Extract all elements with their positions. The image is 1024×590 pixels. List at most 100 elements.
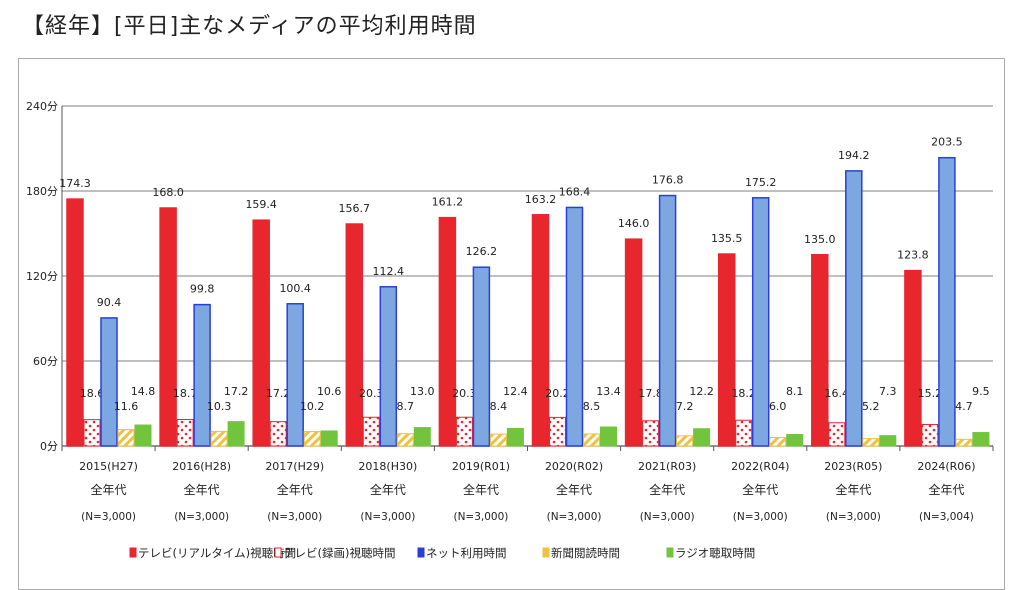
- data-label: 135.5: [711, 232, 743, 245]
- bar: [828, 422, 846, 447]
- bar: [438, 216, 457, 447]
- bar: [362, 416, 380, 447]
- bar: [455, 416, 473, 447]
- data-label: 16.4: [825, 387, 850, 400]
- data-label: 18.7: [173, 387, 198, 400]
- data-label: 168.4: [559, 185, 591, 198]
- y-tick-label: 180分: [26, 185, 58, 198]
- bar: [66, 198, 84, 447]
- bar: [786, 434, 804, 447]
- bar: [117, 429, 135, 447]
- bar: [159, 207, 177, 447]
- bar: [811, 254, 829, 447]
- x-tick-n-label: (N=3,000): [81, 511, 136, 523]
- bar: [549, 416, 566, 447]
- data-label: 90.4: [97, 296, 122, 309]
- x-tick-label: 2022(R04): [731, 460, 789, 473]
- x-tick-sublabel: 全年代: [91, 482, 127, 497]
- data-label: 174.3: [59, 177, 91, 190]
- data-label: 8.4: [490, 400, 508, 413]
- data-label: 17.2: [266, 387, 291, 400]
- x-tick-n-label: (N=3,000): [826, 511, 881, 523]
- x-tick-sublabel: 全年代: [742, 482, 778, 497]
- y-tick-label: 120分: [26, 270, 58, 283]
- page-title: 【経年】[平日]主なメディアの平均利用時間: [22, 14, 477, 39]
- y-tick-label: 60分: [33, 355, 58, 368]
- bar: [676, 435, 694, 447]
- x-tick-sublabel: 全年代: [649, 482, 685, 497]
- bar: [303, 431, 321, 447]
- legend-swatch: [417, 547, 425, 558]
- bar: [735, 419, 753, 447]
- data-label: 176.8: [652, 174, 684, 187]
- x-tick-n-label: (N=3,000): [640, 511, 695, 523]
- data-label: 20.2: [545, 387, 570, 400]
- legend-label: ネット利用時間: [426, 546, 507, 560]
- data-label: 18.2: [731, 387, 756, 400]
- x-tick-sublabel: 全年代: [370, 482, 406, 497]
- data-label: 8.1: [786, 385, 804, 398]
- bar: [904, 269, 922, 447]
- bar: [938, 156, 956, 447]
- legend-label: 新聞閲読時間: [551, 546, 620, 560]
- data-label: 203.5: [931, 136, 963, 149]
- data-label: 123.8: [897, 249, 929, 262]
- x-tick-sublabel: 全年代: [835, 482, 871, 497]
- data-label: 9.5: [972, 385, 990, 398]
- data-label: 13.4: [596, 385, 621, 398]
- data-label: 7.3: [879, 385, 897, 398]
- data-label: 156.7: [339, 202, 371, 215]
- data-label: 7.2: [676, 400, 694, 413]
- bar: [176, 419, 194, 447]
- data-label: 20.3: [359, 387, 384, 400]
- bar: [693, 428, 711, 447]
- bar: [379, 286, 398, 447]
- data-label: 10.3: [207, 400, 232, 413]
- bar: [472, 266, 491, 447]
- x-tick-n-label: (N=3,000): [360, 511, 415, 523]
- x-tick-label: 2021(R03): [638, 460, 696, 473]
- bar: [286, 303, 304, 447]
- data-label: 11.6: [114, 400, 139, 413]
- y-tick-label: 240分: [26, 100, 58, 113]
- bar: [769, 437, 787, 447]
- data-label: 4.7: [955, 400, 973, 413]
- bar: [751, 197, 770, 447]
- legend-label: ラジオ聴取時間: [675, 546, 755, 560]
- bar: [658, 194, 677, 447]
- bar: [955, 438, 973, 447]
- data-label: 8.7: [397, 400, 415, 413]
- bar: [717, 253, 736, 447]
- x-tick-label: 2023(R05): [824, 460, 882, 473]
- data-label: 99.8: [190, 283, 215, 296]
- data-label: 168.0: [152, 186, 184, 199]
- bar: [624, 238, 643, 447]
- x-tick-n-label: (N=3,004): [919, 511, 974, 523]
- data-label: 161.2: [432, 196, 464, 209]
- data-label: 10.2: [300, 400, 325, 413]
- bar: [193, 303, 211, 447]
- x-tick-n-label: (N=3,000): [174, 511, 229, 523]
- legend-label: テレビ(録画)視聴時間: [283, 546, 395, 560]
- bar: [583, 433, 600, 447]
- bar-chart: 0分 60分 120分 180分 240分 2015(H27) 全年代 (N=3,000) 17…: [26, 100, 994, 560]
- bar: [100, 317, 118, 447]
- data-label: 17.2: [224, 385, 249, 398]
- data-label: 12.2: [689, 385, 714, 398]
- data-label: 126.2: [466, 245, 498, 258]
- legend-swatch: [129, 547, 137, 558]
- data-label: 18.6: [80, 387, 105, 400]
- bar: [972, 432, 990, 447]
- bar: [269, 421, 287, 447]
- x-tick-n-label: (N=3,000): [453, 511, 508, 523]
- bar: [396, 433, 414, 447]
- x-tick-label: 2017(H29): [265, 460, 324, 473]
- x-tick-sublabel: 全年代: [277, 482, 313, 497]
- legend-swatch: [666, 547, 674, 558]
- x-tick-label: 2015(H27): [79, 460, 138, 473]
- y-tick-label: 0分: [40, 440, 58, 453]
- data-label: 17.8: [638, 387, 663, 400]
- bar: [83, 419, 101, 447]
- bar: [862, 438, 880, 447]
- data-label: 146.0: [618, 217, 650, 230]
